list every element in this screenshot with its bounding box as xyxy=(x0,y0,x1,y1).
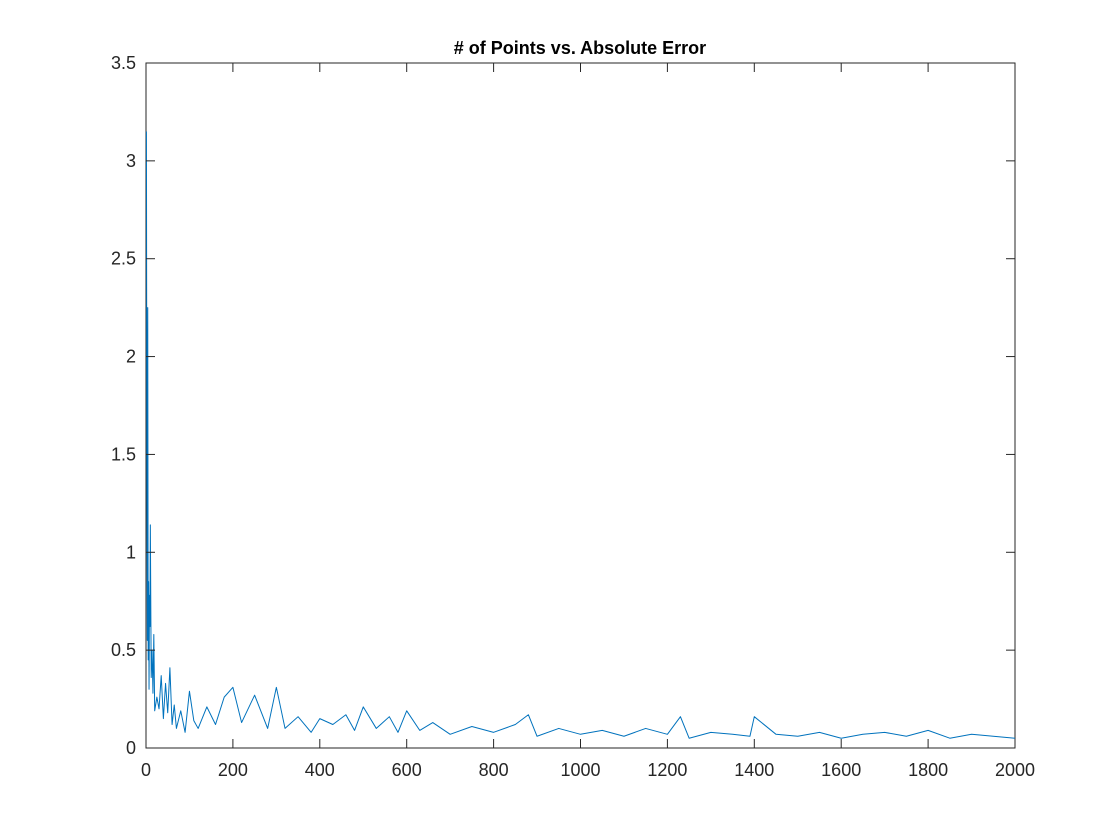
chart-title: # of Points vs. Absolute Error xyxy=(454,38,706,58)
x-tick-label: 600 xyxy=(392,760,422,780)
x-tick-label: 1000 xyxy=(560,760,600,780)
y-tick-label: 0.5 xyxy=(111,640,136,660)
x-tick-label: 1200 xyxy=(647,760,687,780)
y-tick-label: 2.5 xyxy=(111,249,136,269)
x-tick-label: 0 xyxy=(141,760,151,780)
data-layer xyxy=(145,131,1016,739)
x-tick-label: 2000 xyxy=(995,760,1035,780)
y-tick-label: 2 xyxy=(126,347,136,367)
series-line-0 xyxy=(145,131,1016,739)
y-tick-label: 3.5 xyxy=(111,53,136,73)
x-tick-label: 1600 xyxy=(821,760,861,780)
plot-area xyxy=(145,62,1016,749)
x-tick-label: 200 xyxy=(218,760,248,780)
x-tick-label: 1800 xyxy=(908,760,948,780)
tick-layer: 0 200 400 600 800 1000 1200 1400 1600 1800 2000 0 0.… xyxy=(111,53,1035,780)
y-tick-label: 1 xyxy=(126,542,136,562)
x-tick-label: 400 xyxy=(305,760,335,780)
y-tick-label: 3 xyxy=(126,151,136,171)
x-tick-label: 800 xyxy=(479,760,509,780)
y-tick-label: 0 xyxy=(126,738,136,758)
x-tick-label: 1400 xyxy=(734,760,774,780)
y-tick-label: 1.5 xyxy=(111,444,136,464)
